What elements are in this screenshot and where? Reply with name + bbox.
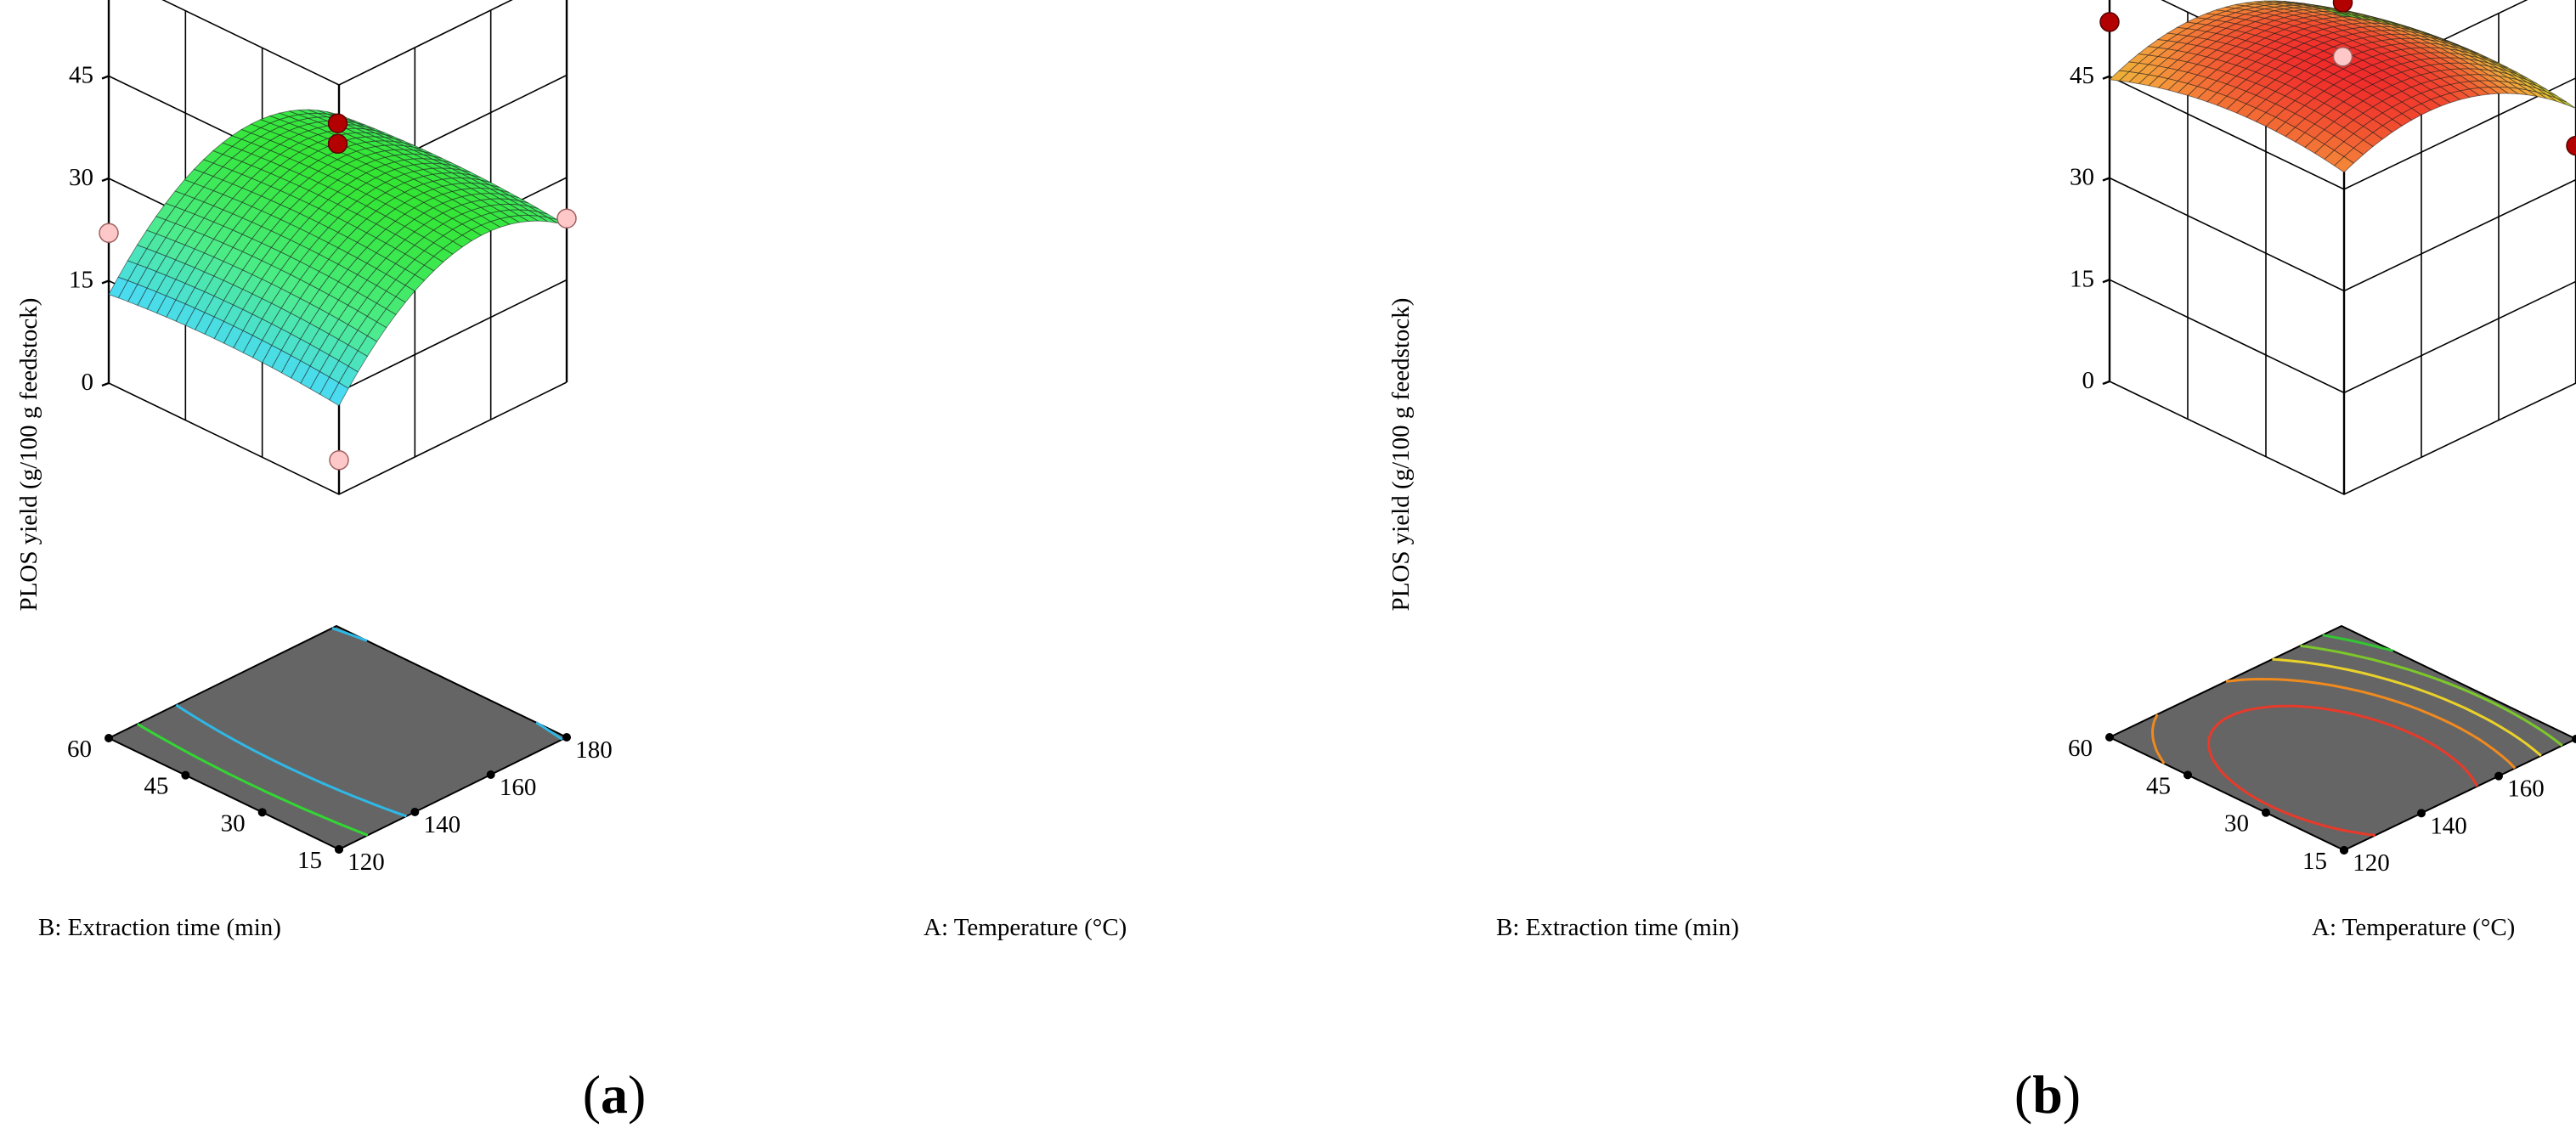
panel-letter: a (601, 1064, 628, 1125)
floor-plane (2107, 624, 2576, 852)
y-tick-label: 60 (2068, 735, 2093, 762)
z-tick-mark (101, 177, 110, 183)
floor-plane (106, 624, 569, 851)
x-axis-label: A: Temperature (°C) (2312, 914, 2515, 941)
contour-line (2300, 644, 2563, 747)
wall-gridline (161, 0, 513, 86)
response-surface (108, 109, 568, 407)
design-point (327, 133, 348, 155)
x-tick-label: 180 (575, 736, 613, 764)
z-tick-mark (2102, 177, 2110, 182)
contour-line (137, 723, 369, 837)
z-tick-label: 45 (2070, 62, 2094, 89)
z-tick-mark (2102, 75, 2110, 80)
z-tick-label: 45 (69, 62, 93, 89)
x-tick-label: 120 (2353, 849, 2390, 877)
y-axis-label: B: Extraction time (min) (38, 914, 281, 941)
contour-line (2151, 678, 2517, 770)
surface-plot-a: 01530456012014016018015304560 PLOS yield… (15, 0, 1127, 1125)
surface-plot-b: 01530456012014016018015304560 PLOS yield… (1387, 0, 2576, 1125)
z-axis-label: PLOS yield (g/100 g feedstock) (1387, 298, 1415, 612)
panel-caption: (a) (583, 1064, 647, 1125)
x-tick-mark (410, 808, 420, 816)
y-tick-mark (2105, 733, 2114, 742)
x-tick-mark (2494, 771, 2503, 781)
tick-labels: 01530456012014016018015304560 (2068, 62, 2576, 877)
panel-b: 01530456012014016018015304560 PLOS yield… (1288, 0, 2576, 1145)
z-tick-label: 15 (69, 267, 93, 294)
x-tick-label: 140 (2430, 812, 2467, 839)
panel-letter: b (2032, 1064, 2063, 1125)
z-tick-label: 0 (82, 369, 94, 396)
panel-a: 01530456012014016018015304560 PLOS yield… (15, 0, 1127, 1125)
x-tick-mark (562, 733, 571, 742)
z-tick-mark (101, 279, 110, 285)
y-tick-mark (2262, 808, 2270, 817)
x-tick-label: 120 (347, 849, 385, 876)
y-tick-label: 45 (144, 773, 168, 800)
y-tick-label: 30 (221, 809, 246, 837)
y-tick-label: 15 (297, 847, 322, 874)
x-tick-label: 160 (500, 774, 537, 801)
z-tick-mark (2102, 279, 2110, 284)
response-surface (2108, 0, 2576, 173)
z-tick-mark (101, 75, 110, 80)
y-tick-label: 30 (2224, 810, 2249, 838)
y-tick-mark (181, 770, 190, 780)
x-tick-mark (486, 770, 495, 779)
contour-line (2207, 704, 2478, 837)
design-point (327, 113, 348, 133)
y-tick-mark (257, 808, 267, 817)
x-tick-label: 140 (424, 811, 461, 838)
y-tick-mark (335, 845, 343, 854)
z-axis-label: PLOS yield (g/100 g feedstock) (15, 298, 42, 612)
z-tick-label: 30 (2070, 164, 2094, 191)
tick-labels: 01530456012014016018015304560 (67, 62, 613, 877)
observed-points (2099, 0, 2576, 156)
y-tick-mark (2183, 770, 2192, 780)
y-tick-label: 15 (2302, 848, 2327, 875)
design-point (2332, 0, 2353, 13)
x-axis-label: A: Temperature (°C) (924, 914, 1127, 941)
design-point (99, 223, 119, 244)
y-tick-mark (105, 734, 113, 742)
wall-gridline (2109, 279, 2576, 394)
design-point (2099, 12, 2120, 32)
x-tick-mark (2572, 735, 2576, 743)
panel-caption: (b) (2014, 1064, 2081, 1125)
z-tick-label: 15 (2070, 265, 2094, 292)
y-tick-label: 60 (67, 736, 92, 763)
x-tick-label: 160 (2507, 776, 2545, 803)
z-tick-label: 30 (69, 164, 93, 191)
contour-line (175, 627, 563, 818)
floor-contour-plane (106, 624, 569, 851)
x-tick-mark (2417, 809, 2426, 818)
z-tick-label: 0 (2082, 367, 2095, 394)
surface-cell (2556, 97, 2576, 110)
z-tick-mark (2102, 380, 2110, 386)
wall-gridline (2109, 381, 2576, 495)
design-point (556, 208, 577, 228)
z-tick-mark (101, 381, 110, 387)
y-axis-label: B: Extraction time (min) (1496, 914, 1739, 941)
design-point (329, 450, 349, 471)
wall-gridline (2109, 177, 2576, 292)
contour-line (2322, 634, 2394, 652)
floor-contour-plane (2107, 624, 2576, 852)
design-point (2566, 135, 2576, 156)
y-tick-mark (2340, 846, 2348, 855)
design-point (2332, 47, 2353, 67)
observed-points (99, 113, 577, 471)
surface-cell (2331, 11, 2352, 18)
y-tick-label: 45 (2146, 772, 2171, 799)
